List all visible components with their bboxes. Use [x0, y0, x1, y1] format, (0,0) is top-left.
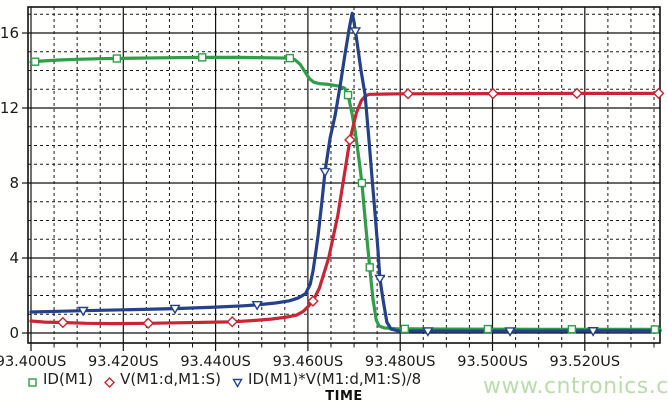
legend-item-id-m1: ID(M1) [27, 370, 93, 388]
square-marker-icon [400, 324, 410, 334]
axis-ticks [22, 32, 655, 351]
square-marker-icon [567, 325, 577, 334]
curve-V(M1:d,M1:S) [29, 91, 662, 326]
x-axis-title: TIME [325, 389, 363, 404]
diamond-marker-icon [307, 295, 319, 307]
square-marker-icon [27, 374, 38, 387]
x-tick-label: 93.420US [88, 354, 159, 370]
diamond-marker-icon [652, 87, 665, 100]
square-marker-icon [285, 53, 295, 63]
triangle-down-marker-icon [232, 374, 243, 388]
curve-ID(M1) [29, 55, 662, 331]
diamond-marker-icon [142, 317, 155, 330]
diamond-marker-icon [226, 315, 239, 328]
x-tick-label: 93.460US [273, 354, 344, 370]
square-marker-icon [365, 263, 374, 272]
y-tick-label: 16 [0, 24, 19, 42]
trace-legend: ID(M1) V(M1:d,M1:S) ID(M1)*V(M1:d,M1:S)/… [27, 370, 421, 388]
diamond-marker-icon [104, 374, 116, 388]
triangle-down-marker-icon [422, 327, 434, 337]
x-tick-label: 93.480US [365, 354, 436, 370]
minor-gridlines [28, 7, 660, 343]
diamond-marker-icon [344, 134, 356, 146]
y-tick-label: 4 [9, 249, 19, 267]
trace-markers [30, 27, 665, 337]
triangle-down-marker-icon [587, 327, 599, 337]
triangle-down-marker-icon [349, 27, 362, 37]
triangle-down-marker-icon [504, 327, 516, 337]
x-tick-label: 93.520US [550, 354, 621, 370]
triangle-down-marker-icon [77, 306, 89, 317]
axis-tick-labels: 93.400US 93.420US 93.440US 93.460US 93.480US… [0, 24, 620, 370]
watermark-text: www.cntronics.com [483, 374, 668, 399]
x-tick-label: 93.500US [457, 354, 528, 370]
legend-item-vds: V(M1:d,M1:S) [104, 370, 221, 388]
square-marker-icon [483, 324, 493, 334]
square-marker-icon [112, 54, 122, 63]
legend-label-power: ID(M1)*V(M1:d,M1:S)/8 [248, 370, 422, 388]
x-tick-label: 93.440US [180, 354, 251, 370]
y-tick-label: 8 [9, 174, 19, 192]
plot-frame [27, 6, 661, 344]
legend-label-id-m1: ID(M1) [43, 370, 94, 388]
diamond-marker-icon [487, 87, 499, 100]
square-marker-icon [650, 325, 660, 334]
major-gridlines [28, 7, 660, 343]
square-marker-icon [198, 53, 207, 62]
trace-curves [29, 11, 662, 333]
square-marker-icon [357, 178, 367, 188]
square-marker-icon [343, 90, 353, 100]
legend-label-vds: V(M1:d,M1:S) [120, 370, 222, 388]
legend-item-power: ID(M1)*V(M1:d,M1:S)/8 [232, 370, 421, 388]
y-tick-label: 0 [9, 324, 19, 342]
x-tick-label: 93.400US [0, 354, 66, 370]
y-tick-label: 12 [0, 99, 19, 117]
diamond-marker-icon [571, 87, 583, 100]
triangle-down-marker-icon [251, 300, 263, 311]
triangle-down-marker-icon [374, 274, 386, 285]
diamond-marker-icon [402, 87, 414, 100]
triangle-down-marker-icon [169, 304, 181, 315]
diamond-marker-icon [57, 316, 69, 329]
curve-ID(M1)*V(M1:d,M1:S)/8 [29, 11, 662, 333]
square-marker-icon [30, 57, 40, 66]
triangle-down-marker-icon [319, 167, 331, 178]
